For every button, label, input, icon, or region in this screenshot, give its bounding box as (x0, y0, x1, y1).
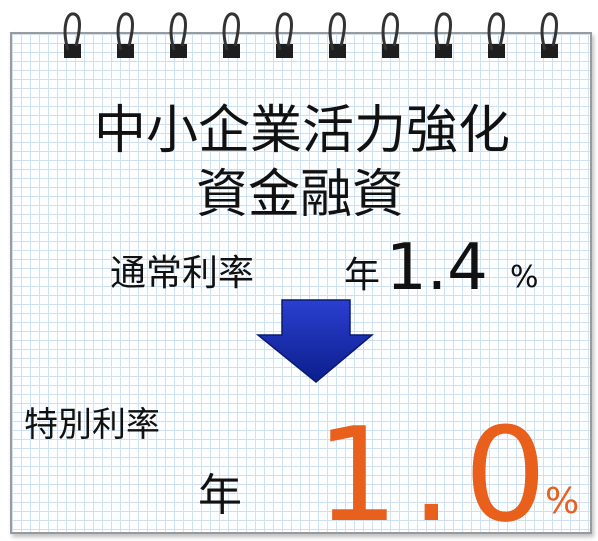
special-label: 特別利率 (24, 405, 160, 445)
normal-label: 通常利率 (110, 253, 254, 294)
special-rate: 1.0 (316, 399, 559, 541)
content: 中小企業活力強化 資金融資 通常利率 年 1.4 % 特別利率 年 1.0 % (0, 0, 598, 541)
title-line2: 資金融資 (196, 165, 404, 225)
normal-rate: 1.4 (386, 231, 488, 305)
normal-unit: % (510, 260, 539, 295)
down-arrow (258, 300, 372, 382)
special-unit: % (545, 481, 579, 522)
spiral-rings (64, 14, 558, 58)
title-line1: 中小企業活力強化 (94, 101, 510, 161)
normal-prefix: 年 (344, 255, 380, 296)
notepad-graphic: 中小企業活力強化 資金融資 通常利率 年 1.4 % 特別利率 年 1.0 % (0, 0, 598, 541)
special-prefix: 年 (198, 470, 242, 521)
